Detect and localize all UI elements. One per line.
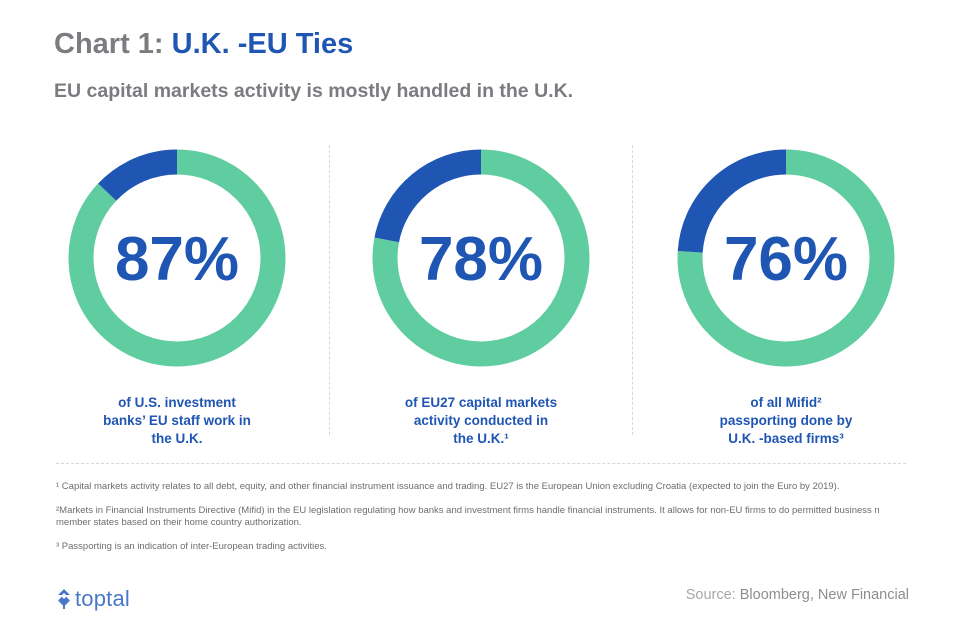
footnote-1: ¹ Capital markets activity relates to al… <box>56 481 840 492</box>
source-label: Source: <box>685 587 736 603</box>
donut-center-label: 76% <box>724 225 848 294</box>
caption-line: of all Mifid² <box>750 395 822 410</box>
donut-panel-1: 87% of U.S. investment banks’ EU staff w… <box>57 140 297 450</box>
donut-caption-3: of all Mifid² passporting done by U.K. -… <box>666 394 906 448</box>
donut-slice-other <box>68 149 286 367</box>
footnote-divider <box>56 463 906 464</box>
chart-title: Chart 1: U.K. -EU Ties <box>54 28 353 61</box>
footnote-2: ²Markets in Financial Instruments Direct… <box>56 505 880 528</box>
caption-line: of EU27 capital markets <box>404 395 558 410</box>
caption-line: the U.K. <box>151 431 203 446</box>
toptal-logo: toptal <box>56 586 130 612</box>
caption-line: passporting done by <box>719 413 853 428</box>
toptal-logo-icon <box>56 588 72 610</box>
donut-slice-other <box>372 149 590 367</box>
donut-caption-1: of U.S. investment banks’ EU staff work … <box>57 394 297 448</box>
source-credit: Source: Bloomberg, New Financial <box>686 587 909 603</box>
chart-title-prefix: Chart 1: <box>54 28 164 60</box>
column-divider <box>329 145 330 435</box>
chart-subtitle: EU capital markets activity is mostly ha… <box>54 80 574 102</box>
caption-line: banks’ EU staff work in <box>103 413 251 428</box>
column-divider <box>632 145 633 435</box>
donut-center-label: 87% <box>115 225 239 294</box>
footnote-3: ³ Passporting is an indication of inter-… <box>56 541 327 552</box>
donut-chart-2: 78% <box>372 149 590 367</box>
donut-panel-2: 78% of EU27 capital markets activity con… <box>361 140 601 450</box>
donut-chart-1: 87% <box>68 149 286 367</box>
toptal-logo-text: toptal <box>75 586 131 611</box>
caption-line: of U.S. investment <box>118 395 236 410</box>
caption-line: the U.K.¹ <box>453 431 509 446</box>
donut-center-label: 78% <box>419 225 543 294</box>
chart-title-main: U.K. -EU Ties <box>171 28 354 60</box>
donut-panel-3: 76% of all Mifid² passporting done by U.… <box>666 140 906 450</box>
caption-line: U.K. -based firms³ <box>728 431 844 446</box>
donut-chart-3: 76% <box>677 149 895 367</box>
footnotes: ¹ Capital markets activity relates to al… <box>56 481 906 565</box>
donut-caption-2: of EU27 capital markets activity conduct… <box>361 394 601 448</box>
caption-line: activity conducted in <box>413 413 549 428</box>
source-value: Bloomberg, New Financial <box>739 587 909 603</box>
donut-slice-other <box>677 149 895 367</box>
